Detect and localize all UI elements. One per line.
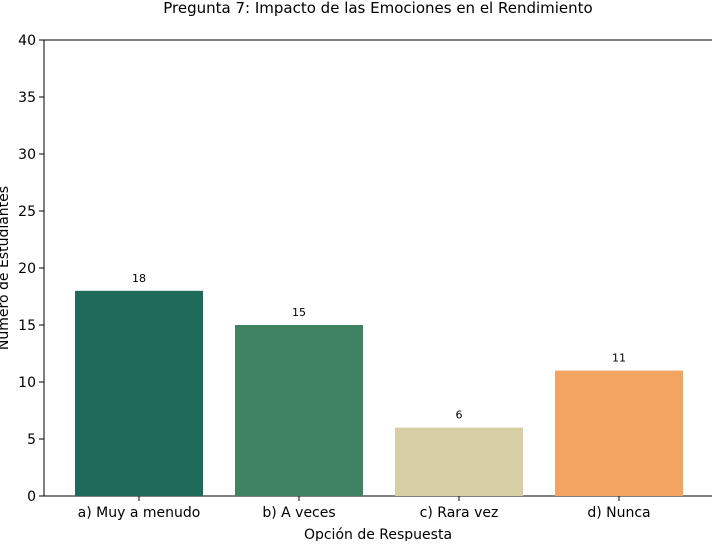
y-tick-label: 10 bbox=[18, 375, 36, 391]
bar bbox=[75, 290, 203, 496]
bar-value-label: 11 bbox=[612, 352, 626, 365]
x-tick-label: c) Rara vez bbox=[420, 505, 499, 521]
plot-area: 0 5 10 15 20 25 30 35 40 18 a) Muy a menudo 15 b) A … bbox=[18, 33, 712, 521]
x-axis-label: Opción de Respuesta bbox=[304, 527, 452, 541]
bar-value-label: 6 bbox=[456, 409, 463, 422]
bar bbox=[235, 325, 363, 496]
y-tick-label: 20 bbox=[18, 261, 36, 277]
x-tick-label: a) Muy a menudo bbox=[78, 505, 201, 521]
bar-value-label: 15 bbox=[292, 306, 306, 319]
bar bbox=[555, 370, 683, 496]
chart-title: Pregunta 7: Impacto de las Emociones en … bbox=[163, 0, 592, 17]
y-tick-label: 30 bbox=[18, 147, 36, 163]
bar-value-label: 18 bbox=[132, 272, 146, 285]
y-tick-label: 35 bbox=[18, 90, 36, 106]
y-tick-label: 15 bbox=[18, 318, 36, 334]
x-tick-label: d) Nunca bbox=[587, 505, 650, 521]
bar bbox=[395, 427, 523, 496]
y-tick-label: 40 bbox=[18, 33, 36, 49]
y-axis-label: Número de Estudiantes bbox=[0, 186, 12, 350]
x-tick-label: b) A veces bbox=[262, 505, 335, 521]
y-tick-label: 0 bbox=[27, 489, 36, 505]
y-tick-label: 25 bbox=[18, 204, 36, 220]
y-tick-label: 5 bbox=[27, 432, 36, 448]
